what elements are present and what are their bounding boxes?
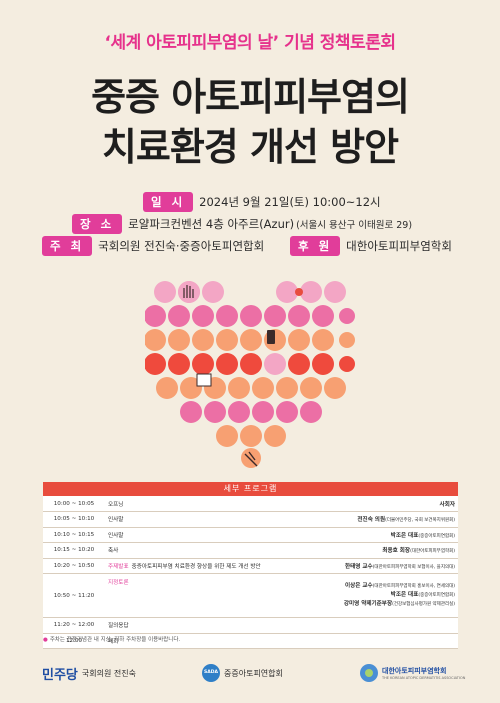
host-tag: 주 최	[42, 236, 93, 256]
row-time: 10:10 ~ 10:15	[43, 527, 105, 543]
row-speaker: 박조은 대표(중증아토피연합회)	[308, 527, 458, 543]
row-program: 축사	[105, 542, 309, 559]
row-program: 주제발표 중증아토피피부염 치료환경 향상을 위한 제도 개선 방안	[105, 558, 309, 574]
table-row: 12:00 폐회	[43, 633, 458, 649]
row-speaker: 전진숙 의원(더불어민주당, 국회 보건복지위원회)	[308, 511, 458, 528]
table-row: 10:15 ~ 10:20 축사 최용호 회장(대한아토피피부염학회)	[43, 542, 458, 559]
row6	[180, 401, 322, 423]
sada-logo: SADA	[202, 664, 220, 682]
date-tag: 일 시	[143, 192, 194, 212]
dot	[324, 281, 346, 303]
row-speaker: 사회자	[308, 496, 458, 512]
kaaf-name: 대한아토피피부염학회	[382, 667, 447, 675]
table-row: 10:20 ~ 10:50 주제발표 중증아토피피부염 치료환경 향상을 위한 제도…	[43, 558, 458, 574]
heart-illustration	[145, 281, 355, 468]
event-subtitle: ‘세계 아토피피부염의 날’ 기념 정책토론회	[104, 33, 396, 53]
date-row: 일 시 2024년 9월 21일(토) 10:00~12시	[143, 192, 381, 212]
hand-icon	[178, 281, 200, 303]
panelist: 강미영 약제기준부장(건강보험심사평가원 약제관리실)	[343, 601, 455, 607]
footer-sada: SADA 중증아토피연합회	[202, 664, 283, 682]
row-speaker: 한태영 교수(대한아토피피부염학회 보험이사, 을지의대)	[308, 558, 458, 574]
calendar-icon	[196, 373, 212, 387]
scratch-icon	[244, 451, 258, 467]
sponsor-tag: 후 원	[290, 236, 341, 256]
note-bullet: ●	[43, 637, 48, 643]
row8	[241, 448, 261, 468]
table-row: 10:10 ~ 10:15 인사말 박조은 대표(중증아토피연합회)	[43, 527, 458, 543]
table-row: 11:20 ~ 12:00 질의응답	[43, 617, 458, 634]
date-value: 2024년 9월 21일(토) 10:00~12시	[199, 195, 381, 209]
row-time: 10:15 ~ 10:20	[43, 542, 105, 559]
row3	[145, 329, 355, 351]
dot	[202, 281, 224, 303]
row-time: 10:20 ~ 10:50	[43, 558, 105, 574]
lotion-icon	[267, 330, 275, 344]
sada-name: 중증아토피연합회	[224, 668, 283, 678]
program-table: 세부 프로그램 10:00 ~ 10:05 오프닝 사회자 10:05 ~ 10:10…	[43, 482, 458, 649]
table-row: 10:00 ~ 10:05 오프닝 사회자	[43, 496, 458, 512]
dot	[276, 281, 298, 303]
dot	[154, 281, 176, 303]
event-title-line2: 치료환경 개선 방안	[101, 125, 399, 169]
sponsor-value: 대한아토피피부염학회	[346, 239, 452, 253]
dot	[300, 281, 322, 303]
row-time: 10:05 ~ 10:10	[43, 511, 105, 528]
parking-note: ● 주차는 전쟁기념관 내 지상, 지하 주차장을 이용바랍니다.	[43, 637, 181, 643]
row5	[156, 377, 346, 399]
row-time: 10:00 ~ 10:05	[43, 496, 105, 512]
place-sub: (서울시 용산구 이태원로 29)	[296, 220, 413, 231]
sponsor-row: 후 원 대한아토피피부염학회	[290, 236, 452, 256]
row4	[145, 353, 355, 375]
row7	[216, 425, 286, 447]
place-tag: 장 소	[72, 214, 123, 234]
party-logo: 민주당	[42, 668, 78, 683]
flower-icon	[295, 288, 303, 296]
event-title-line1: 중증 아토피피부염의	[91, 75, 410, 119]
kaaf-english: THE KOREAN ATOPIC DERMATITIS ASSOCIATION	[382, 676, 466, 680]
row-program: 인사말	[105, 527, 309, 543]
row-program: 인사말	[105, 511, 309, 528]
panelist: 박조은 대표(중증아토피연합회)	[390, 592, 455, 598]
table-row: 10:05 ~ 10:10 인사말 전진숙 의원(더불어민주당, 국회 보건복지위원…	[43, 511, 458, 528]
footer-kaaf: 대한아토피피부염학회 THE KOREAN ATOPIC DERMATITIS …	[360, 664, 465, 682]
table-row-discussion: 10:50 ~ 11:20 지정토론 이상은 교수(대한아토피피부염학회 홍보이사,…	[43, 573, 458, 618]
panelist: 이상은 교수(대한아토피피부염학회 홍보이사, 연세의대)	[344, 583, 455, 589]
kaaf-logo-icon	[360, 664, 378, 682]
row-speaker: 최용호 회장(대한아토피피부염학회)	[308, 542, 458, 559]
program-header: 세부 프로그램	[43, 482, 458, 496]
host-row: 주 최 국회의원 전진숙·중증아토피연합회	[42, 236, 264, 256]
row-program: 오프닝	[105, 496, 309, 512]
footer-party: 민주당 국회의원 전진숙	[42, 664, 136, 683]
party-member: 국회의원 전진숙	[81, 669, 136, 678]
place-row: 장 소 로얄파크컨벤션 4층 아주르(Azur) (서울시 용산구 이태원로 2…	[72, 214, 412, 234]
place-main: 로얄파크컨벤션 4층 아주르(Azur)	[128, 217, 295, 231]
row2	[145, 305, 355, 327]
host-value: 국회의원 전진숙·중증아토피연합회	[98, 239, 265, 253]
